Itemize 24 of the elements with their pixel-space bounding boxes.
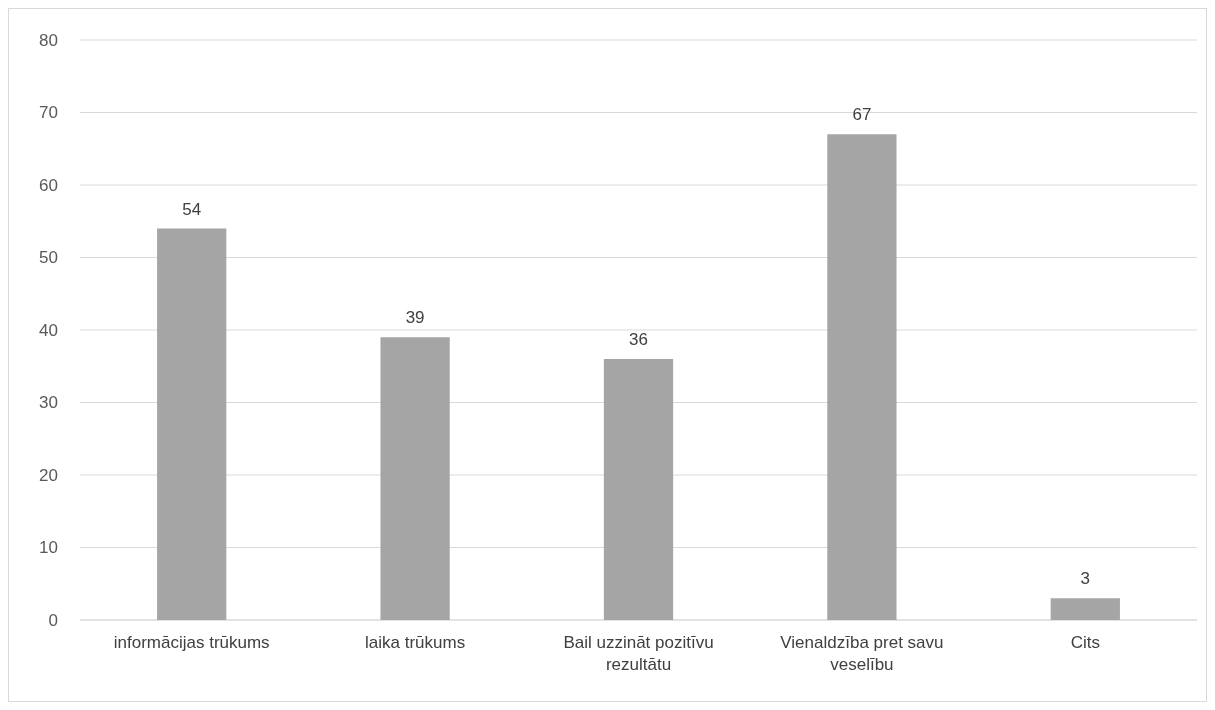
y-tick-label: 40 bbox=[39, 320, 58, 340]
x-tick-label: Bail uzzināt pozitīvu rezultātu bbox=[563, 633, 714, 674]
x-tick-label: laika trūkums bbox=[365, 633, 466, 652]
y-tick-label: 0 bbox=[48, 610, 58, 630]
y-tick-label: 60 bbox=[39, 175, 58, 195]
y-tick-label: 10 bbox=[39, 538, 58, 558]
data-label: 39 bbox=[405, 308, 425, 328]
bar bbox=[380, 337, 450, 620]
bar bbox=[157, 228, 227, 620]
bar bbox=[603, 359, 674, 620]
y-tick-label: 20 bbox=[39, 465, 58, 485]
data-label: 54 bbox=[182, 199, 202, 219]
y-tick-label: 30 bbox=[39, 393, 58, 413]
x-tick-label: Cits bbox=[1070, 633, 1100, 652]
x-tick-label: informācijas trūkums bbox=[113, 633, 270, 652]
y-tick-label: 70 bbox=[39, 103, 58, 123]
data-label: 3 bbox=[1080, 569, 1091, 589]
bar bbox=[827, 134, 897, 620]
y-tick-label: 80 bbox=[39, 30, 58, 50]
x-tick-label: Vienaldzība pret savu veselību bbox=[780, 633, 944, 674]
bar bbox=[1050, 598, 1120, 620]
data-label: 67 bbox=[852, 105, 872, 125]
y-tick-label: 50 bbox=[39, 248, 58, 268]
data-label: 36 bbox=[629, 330, 648, 349]
